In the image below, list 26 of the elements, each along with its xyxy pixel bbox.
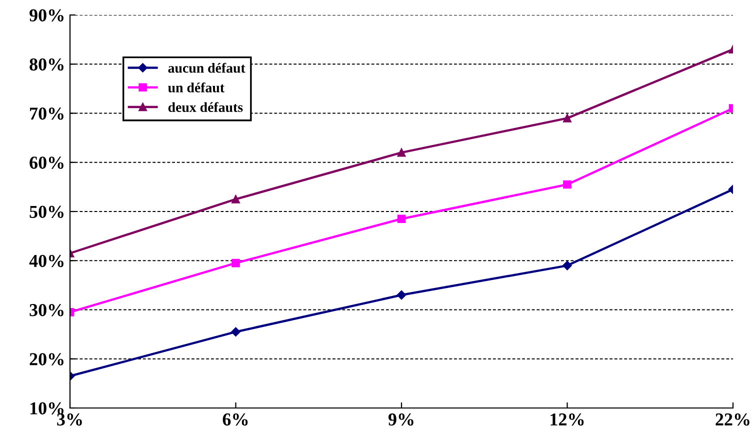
y-tick-label: 90% (30, 9, 64, 22)
point (232, 258, 240, 268)
x-tick-label: 3% (57, 413, 82, 426)
point (397, 148, 406, 157)
point (232, 195, 240, 204)
point (397, 214, 406, 224)
point (563, 114, 572, 122)
y-tick-label: 80% (30, 58, 64, 71)
x-tick-label: 12% (550, 413, 584, 426)
x-tick-label: 22% (716, 413, 750, 426)
y-tick-label: 50% (30, 206, 64, 218)
x-tick-label: 6% (222, 413, 248, 426)
x-tick-label: 9% (388, 413, 414, 426)
legend-label: un défaut (168, 82, 224, 92)
point (231, 327, 240, 336)
y-tick-label: 70% (30, 108, 64, 120)
y-tick-label: 30% (30, 304, 64, 316)
y-tick-label: 40% (29, 254, 64, 268)
point (396, 290, 406, 300)
y-tick-label: 10% (30, 402, 64, 414)
point (563, 180, 572, 189)
legend-label: aucun défaut (168, 62, 246, 73)
point (562, 260, 572, 270)
legend-label: deux défauts (168, 102, 243, 112)
y-tick-label: 20% (30, 353, 64, 366)
y-tick-label: 60% (30, 156, 64, 169)
